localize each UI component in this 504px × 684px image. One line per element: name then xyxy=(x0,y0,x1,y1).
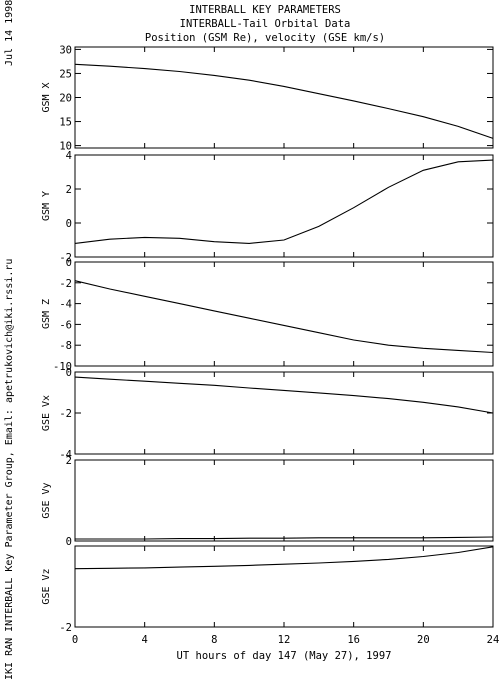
y-tick-label: -2 xyxy=(59,252,72,264)
panel-frame xyxy=(74,154,494,258)
x-tick-label: 4 xyxy=(142,634,148,646)
side-date-label: Jul 14 1998 xyxy=(4,0,15,66)
panel-2: 4 2 0 -2 GSM Y xyxy=(41,150,494,264)
x-axis-label: UT hours of day 147 (May 27), 1997 xyxy=(177,650,392,662)
y-tick-label: -2 xyxy=(59,622,72,634)
x-tick-label: 0 xyxy=(72,634,78,646)
y-tick-label: 10 xyxy=(59,141,72,153)
y-tick-label: 0 xyxy=(66,218,72,230)
y-tick-label: -2 xyxy=(59,278,72,290)
x-tick-label: 8 xyxy=(211,634,217,646)
y-axis-label: GSM Z xyxy=(41,299,52,329)
panel-frame xyxy=(74,545,494,628)
chart-title-line-1: INTERBALL KEY PARAMETERS xyxy=(189,4,341,16)
y-tick-label: -4 xyxy=(59,299,72,311)
panel-6: -2 GSE Vz xyxy=(41,545,494,634)
series-line-gse-vy xyxy=(75,536,494,540)
series-line-gse-vz xyxy=(74,546,494,570)
y-tick-label: 0 xyxy=(66,536,72,548)
x-tick-label: 16 xyxy=(347,634,360,646)
y-tick-label: 30 xyxy=(59,44,72,56)
y-tick-label: -8 xyxy=(59,340,72,352)
panel-frame xyxy=(74,261,494,367)
y-tick-label: 0 xyxy=(66,367,72,379)
y-tick-label: 2 xyxy=(66,184,72,196)
y-axis-label: GSE Vx xyxy=(41,395,52,431)
y-tick-label: -2 xyxy=(59,408,72,420)
y-axis-label: GSM Y xyxy=(41,191,52,221)
y-tick-label: -4 xyxy=(59,449,72,461)
side-credit-label: IKI RAN INTERBALL Key Parameter Group, E… xyxy=(4,259,15,680)
y-axis-label: GSE Vz xyxy=(41,568,52,604)
panel-frame xyxy=(74,46,494,149)
panel-frame xyxy=(74,371,494,455)
x-tick-label: 20 xyxy=(417,634,430,646)
y-tick-label: 15 xyxy=(59,117,72,129)
chart-title-line-3: Position (GSM Re), velocity (GSE km/s) xyxy=(145,32,385,44)
y-tick-label: 2 xyxy=(66,455,72,467)
y-axis-label: GSM X xyxy=(41,82,52,112)
series-line-gsm-y xyxy=(74,159,494,244)
panel-5: 2 0 GSE Vy xyxy=(41,455,494,548)
x-tick-label: 12 xyxy=(278,634,291,646)
panel-1: 30 25 20 15 10 GSM X xyxy=(41,44,494,153)
series-line-gsm-z xyxy=(74,280,494,354)
x-axis: 0 4 8 12 16 20 24 xyxy=(72,634,499,646)
x-tick-label: 24 xyxy=(487,634,500,646)
panel-3: 0 -2 -4 -6 -8 -10 GSM Z xyxy=(41,257,494,373)
panel-4: 0 -2 -4 GSE Vx xyxy=(41,367,494,461)
chart-title-group: INTERBALL KEY PARAMETERS INTERBALL-Tail … xyxy=(145,4,385,44)
y-tick-label: -10 xyxy=(53,361,72,373)
series-line-gsm-x xyxy=(74,63,494,139)
chart-title-line-2: INTERBALL-Tail Orbital Data xyxy=(180,18,351,30)
y-axis-label: GSE Vy xyxy=(41,482,52,518)
y-tick-label: 25 xyxy=(59,68,72,80)
series-line-gse-vx xyxy=(74,376,494,414)
panel-frame xyxy=(74,459,494,542)
y-tick-label: 0 xyxy=(66,257,72,269)
y-tick-label: 20 xyxy=(59,93,72,105)
y-tick-label: -6 xyxy=(59,319,72,331)
y-tick-label: 4 xyxy=(66,150,72,162)
